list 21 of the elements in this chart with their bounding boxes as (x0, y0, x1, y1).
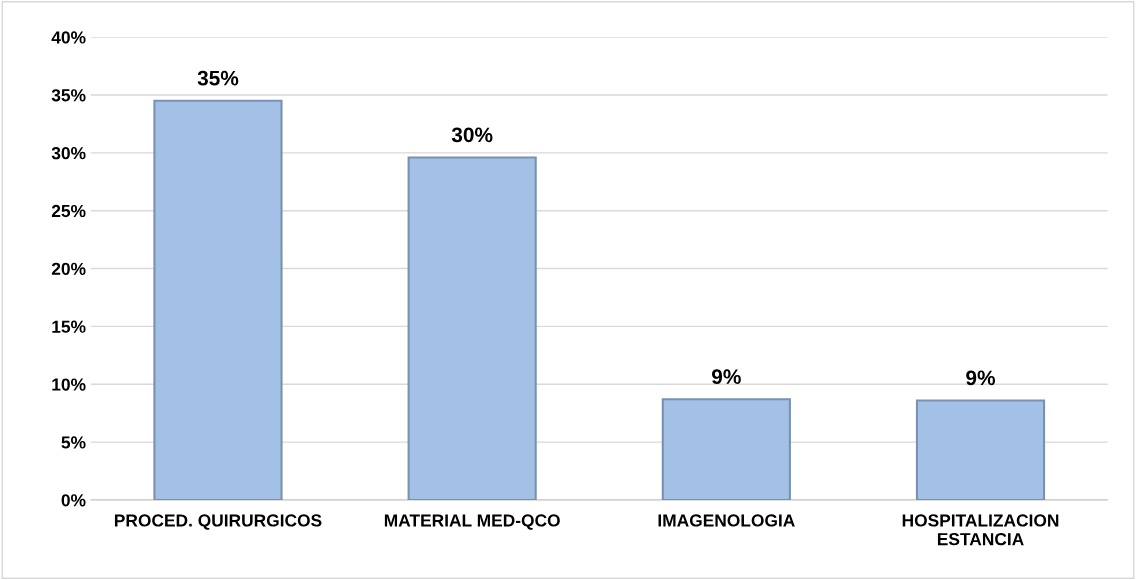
data-label: 30% (451, 127, 493, 143)
y-tick-label: 35% (51, 89, 86, 102)
y-tick-label: 10% (52, 378, 86, 391)
y-tick-label: 5% (61, 436, 86, 449)
bar (407, 156, 537, 500)
x-tick-label: HOSPITALIZACION ESTANCIA (902, 514, 1059, 546)
data-label: 9% (712, 369, 741, 385)
bar (661, 398, 791, 500)
bar (915, 399, 1046, 500)
y-tick-label: 40% (51, 31, 86, 44)
y-tick-label: 15% (52, 320, 86, 333)
x-tick-label: PROCED. QUIRURGICOS (114, 514, 322, 530)
y-tick-label: 25% (51, 204, 86, 218)
y-tick-label: 0% (61, 494, 86, 507)
bar (153, 99, 283, 500)
x-tick-label: MATERIAL MED-QCO (384, 514, 560, 530)
y-tick-label: 30% (51, 147, 86, 160)
data-label: 9% (966, 370, 996, 386)
x-tick-label: IMAGENOLOGIA (658, 514, 795, 527)
data-label: 35% (197, 70, 239, 86)
y-tick-label: 20% (51, 262, 86, 275)
